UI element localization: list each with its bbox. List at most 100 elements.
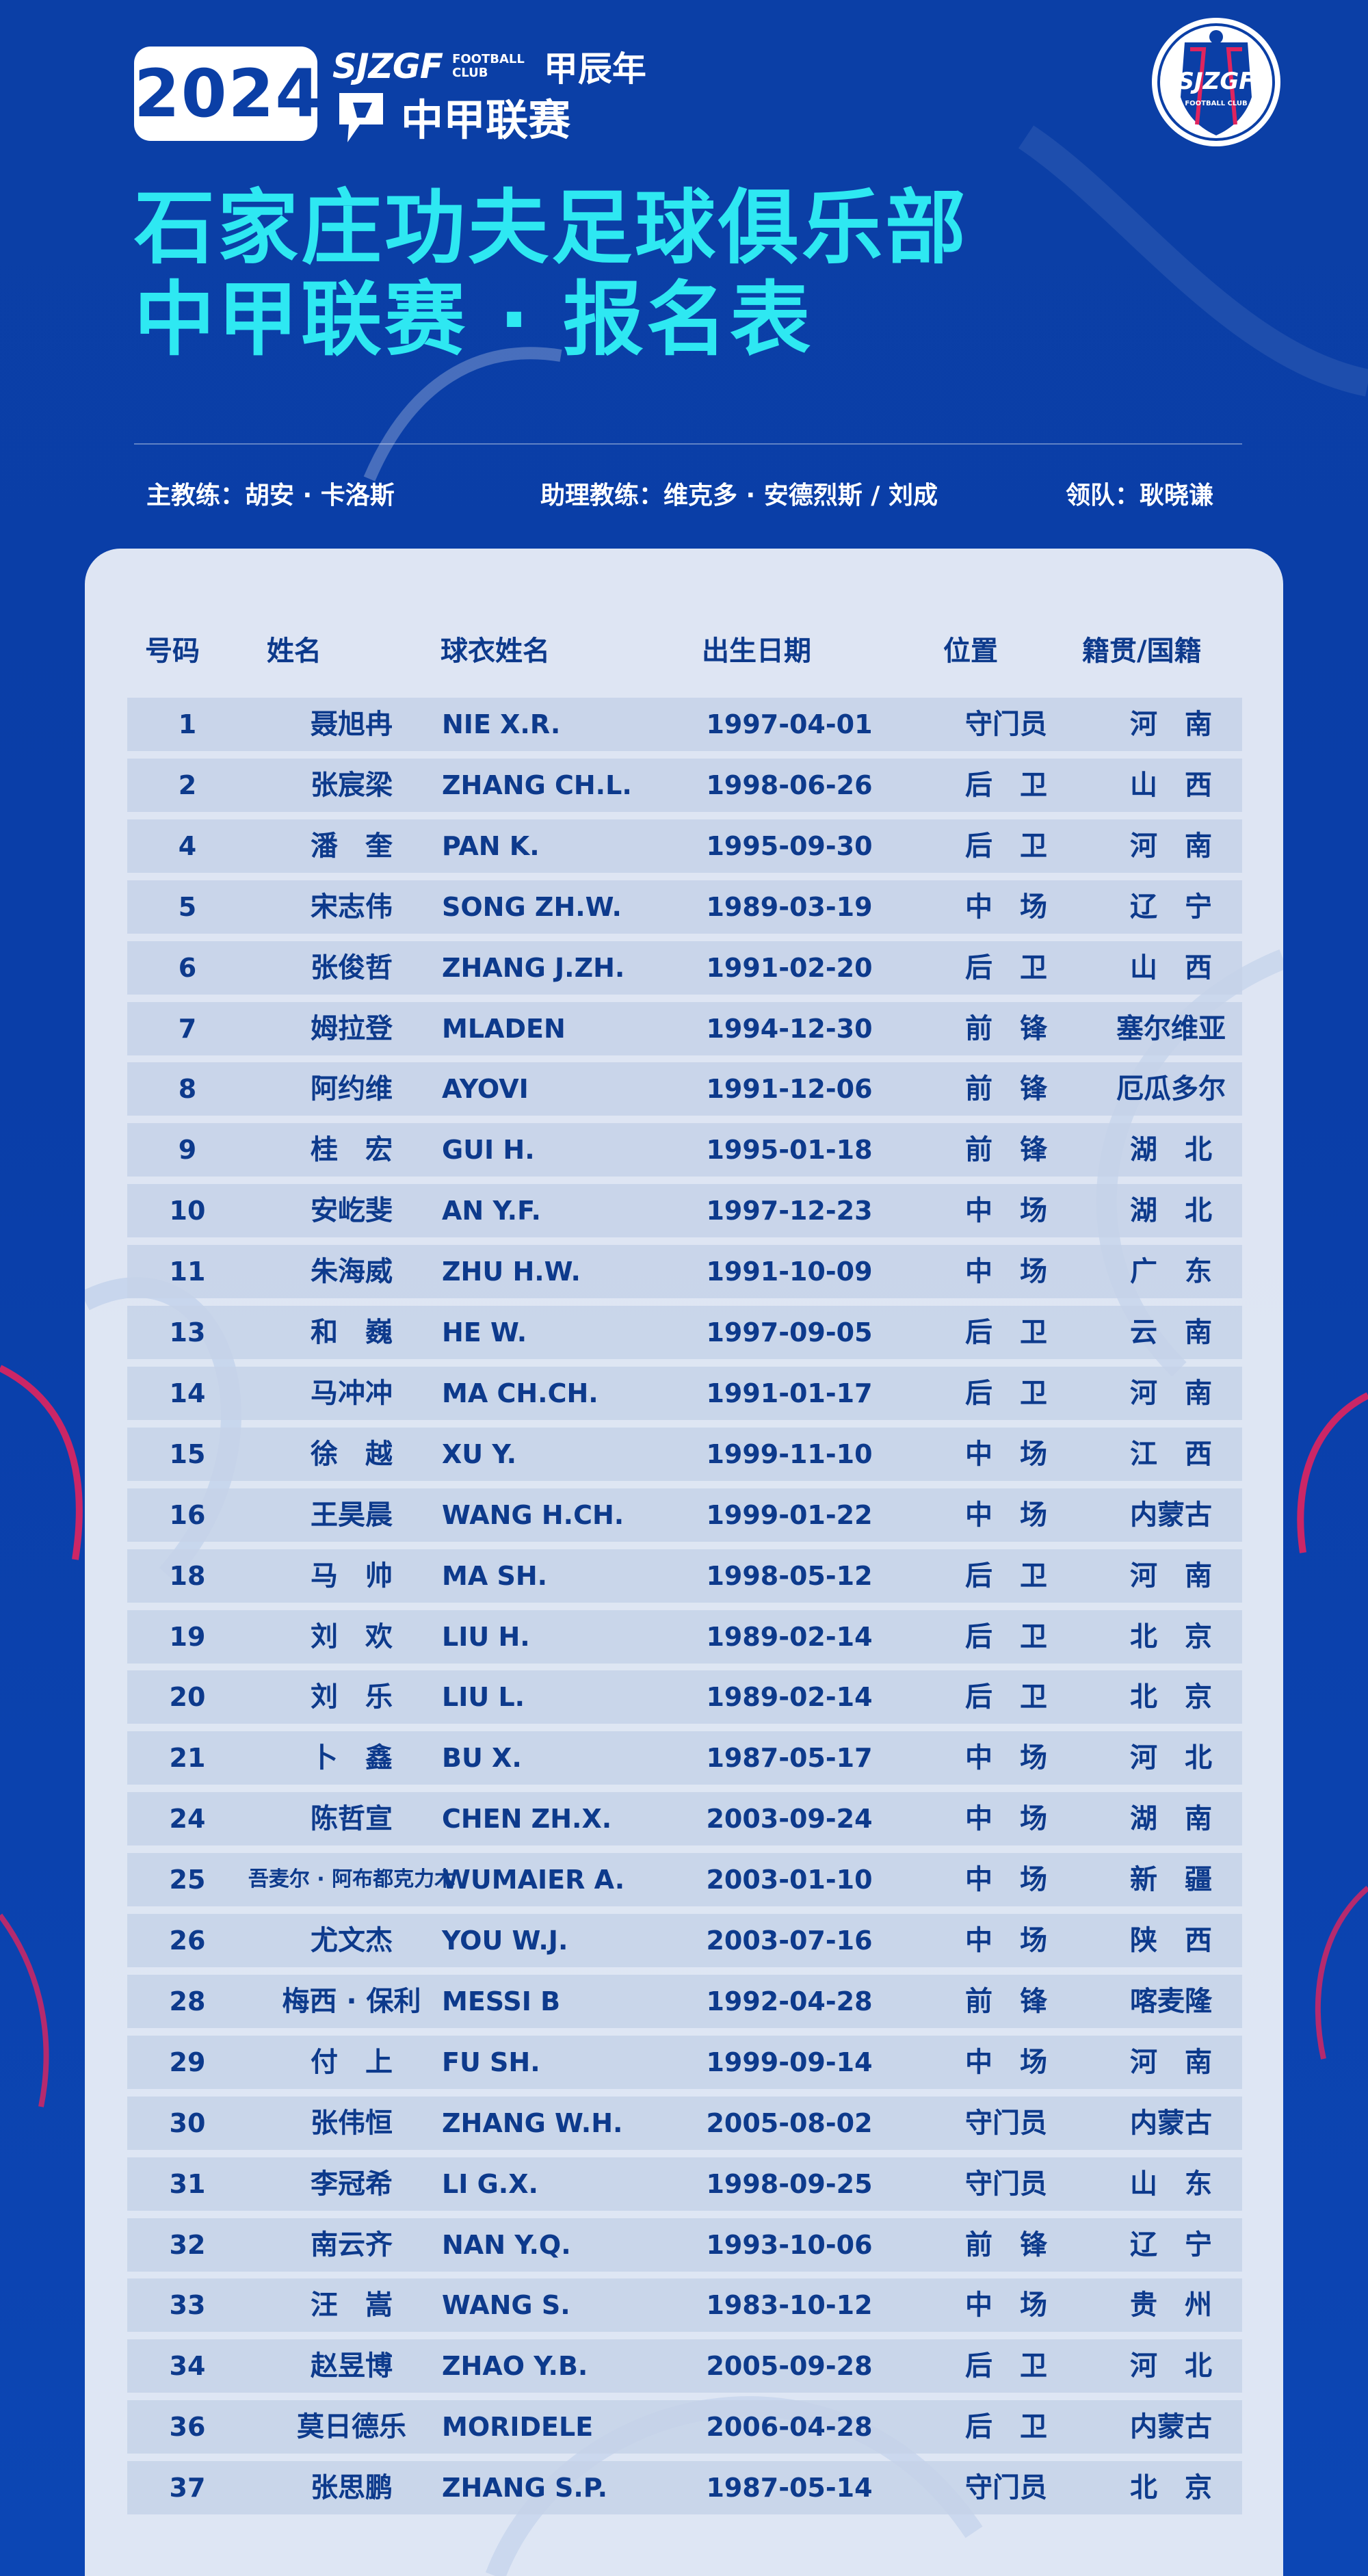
table-row: 19 刘 欢 LIU H. 1989-02-14 后 卫 北 京 [127,1609,1242,1664]
player-shirt-name: MA SH. [442,1560,548,1591]
player-name: 张俊哲 [311,951,393,984]
player-shirt-name: FU SH. [442,2047,540,2077]
header-name: 姓名 [267,635,321,667]
player-origin: 北 京 [1130,1620,1212,1653]
table-row: 6 张俊哲 ZHANG J.ZH. 1991-02-20 后 卫 山 西 [127,941,1242,995]
header-position: 位置 [943,635,998,667]
player-birth-date: 1989-02-14 [706,1621,873,1652]
player-number: 10 [169,1196,206,1226]
player-name: 南云齐 [311,2229,393,2261]
header-origin: 籍贯/国籍 [1082,635,1202,667]
player-position: 后 卫 [965,769,1047,801]
player-position: 中 场 [965,1925,1047,1956]
table-row: 20 刘 乐 LIU L. 1989-02-14 后 卫 北 京 [127,1670,1242,1724]
player-shirt-name: PAN K. [442,830,540,861]
table-row: 28 梅西 · 保利 MESSI B 1992-04-28 前 锋 喀麦隆 [127,1974,1242,2028]
player-position: 中 场 [965,1864,1047,1896]
brand-fc-line2: CLUB [452,66,488,80]
player-name: 朱海威 [311,1256,393,1288]
player-name: 张伟恒 [311,2107,393,2139]
table-row: 21 卜 鑫 BU X. 1987-05-17 中 场 河 北 [127,1731,1242,1785]
player-origin: 陕 西 [1130,1925,1212,1956]
crest-subtext: FOOTBALL CLUB [1185,100,1247,107]
player-name: 宋志伟 [311,891,393,923]
player-origin: 内蒙古 [1130,1499,1212,1531]
player-birth-date: 1999-01-22 [706,1499,873,1530]
player-birth-date: 2005-09-28 [706,2351,873,2382]
table-row: 16 王昊晨 WANG H.CH. 1999-01-22 中 场 内蒙古 [127,1488,1242,1542]
player-name: 刘 乐 [311,1681,393,1713]
player-origin: 河 南 [1130,830,1212,862]
player-position: 守门员 [965,2472,1047,2504]
player-birth-date: 2003-01-10 [706,1865,873,1895]
table-row: 13 和 巍 HE W. 1997-09-05 后 卫 云 南 [127,1306,1242,1359]
player-name: 赵昱博 [311,2350,393,2382]
player-name: 尤文杰 [311,1925,393,1956]
player-position: 中 场 [965,2046,1047,2078]
team-leader: 领队：耿晓谦 [1066,482,1214,510]
player-position: 后 卫 [965,1681,1047,1713]
league-logo-icon [339,93,383,142]
player-origin: 辽 宁 [1130,891,1212,923]
player-position: 后 卫 [965,951,1047,984]
player-shirt-name: MA CH.CH. [442,1378,598,1408]
player-name: 阿约维 [311,1073,393,1105]
player-position: 后 卫 [965,1620,1047,1653]
player-shirt-name: AYOVI [442,1074,529,1105]
player-origin: 湖 北 [1130,1195,1212,1227]
table-row: 26 尤文杰 YOU W.J. 2003-07-16 中 场 陕 西 [127,1914,1242,1967]
player-shirt-name: WANG H.CH. [442,1499,624,1530]
table-row: 31 李冠希 LI G.X. 1998-09-25 守门员 山 东 [127,2157,1242,2211]
table-row: 15 徐 越 XU Y. 1999-11-10 中 场 江 西 [127,1427,1242,1481]
player-name: 陈哲宣 [311,1803,393,1835]
player-origin: 山 东 [1130,2168,1212,2200]
table-row: 10 安屹斐 AN Y.F. 1997-12-23 中 场 湖 北 [127,1184,1242,1238]
player-position: 前 锋 [965,2229,1047,2261]
player-number: 37 [169,2473,206,2503]
player-birth-date: 1991-12-06 [706,1074,873,1105]
player-birth-date: 2003-09-24 [706,1804,873,1835]
player-origin: 山 西 [1130,769,1212,801]
player-shirt-name: ZHU H.W. [442,1257,581,1287]
player-shirt-name: YOU W.J. [442,1926,568,1956]
player-position: 后 卫 [965,1317,1047,1348]
player-birth-date: 2006-04-28 [706,2412,873,2443]
player-birth-date: 1983-10-12 [706,2290,873,2321]
player-shirt-name: ZHANG CH.L. [442,770,632,800]
player-name: 王昊晨 [311,1499,393,1531]
player-origin: 厄瓜多尔 [1116,1073,1226,1105]
player-origin: 广 东 [1130,1256,1212,1288]
table-row: 37 张思鹏 ZHANG S.P. 1987-05-14 守门员 北 京 [127,2461,1242,2515]
player-number: 2 [178,770,197,800]
brand-bottom-line: 中甲联赛 [332,89,570,145]
player-name: 徐 越 [311,1438,393,1470]
player-origin: 贵 州 [1130,2289,1212,2322]
player-shirt-name: ZHAO Y.B. [442,2351,588,2382]
player-position: 中 场 [965,1803,1047,1835]
player-number: 28 [169,1986,206,2016]
player-name: 卜 鑫 [311,1742,393,1774]
player-origin: 河 南 [1130,709,1212,740]
table-row: 8 阿约维 AYOVI 1991-12-06 前 锋 厄瓜多尔 [127,1062,1242,1116]
player-shirt-name: SONG ZH.W. [442,891,622,922]
player-number: 13 [169,1317,206,1348]
player-number: 26 [169,1926,206,1956]
player-birth-date: 1998-09-25 [706,2168,873,2199]
player-birth-date: 1997-04-01 [706,709,873,739]
player-number: 24 [169,1804,206,1835]
player-birth-date: 2005-08-02 [706,2107,873,2138]
player-origin: 新 疆 [1130,1864,1212,1896]
header-number: 号码 [145,635,200,667]
table-row: 33 汪 嵩 WANG S. 1983-10-12 中 场 贵 州 [127,2278,1242,2332]
player-number: 7 [178,1013,197,1044]
player-origin: 河 南 [1130,1377,1212,1409]
player-origin: 北 京 [1130,2472,1212,2504]
player-shirt-name: NAN Y.Q. [442,2229,571,2260]
player-position: 后 卫 [965,830,1047,862]
player-position: 中 场 [965,2289,1047,2322]
player-position: 中 场 [965,1499,1047,1531]
player-shirt-name: NIE X.R. [442,709,561,739]
player-name: 吾麦尔 · 阿布都克力木 [248,1867,456,1892]
player-origin: 河 南 [1130,2046,1212,2078]
player-birth-date: 1999-09-14 [706,2047,873,2077]
